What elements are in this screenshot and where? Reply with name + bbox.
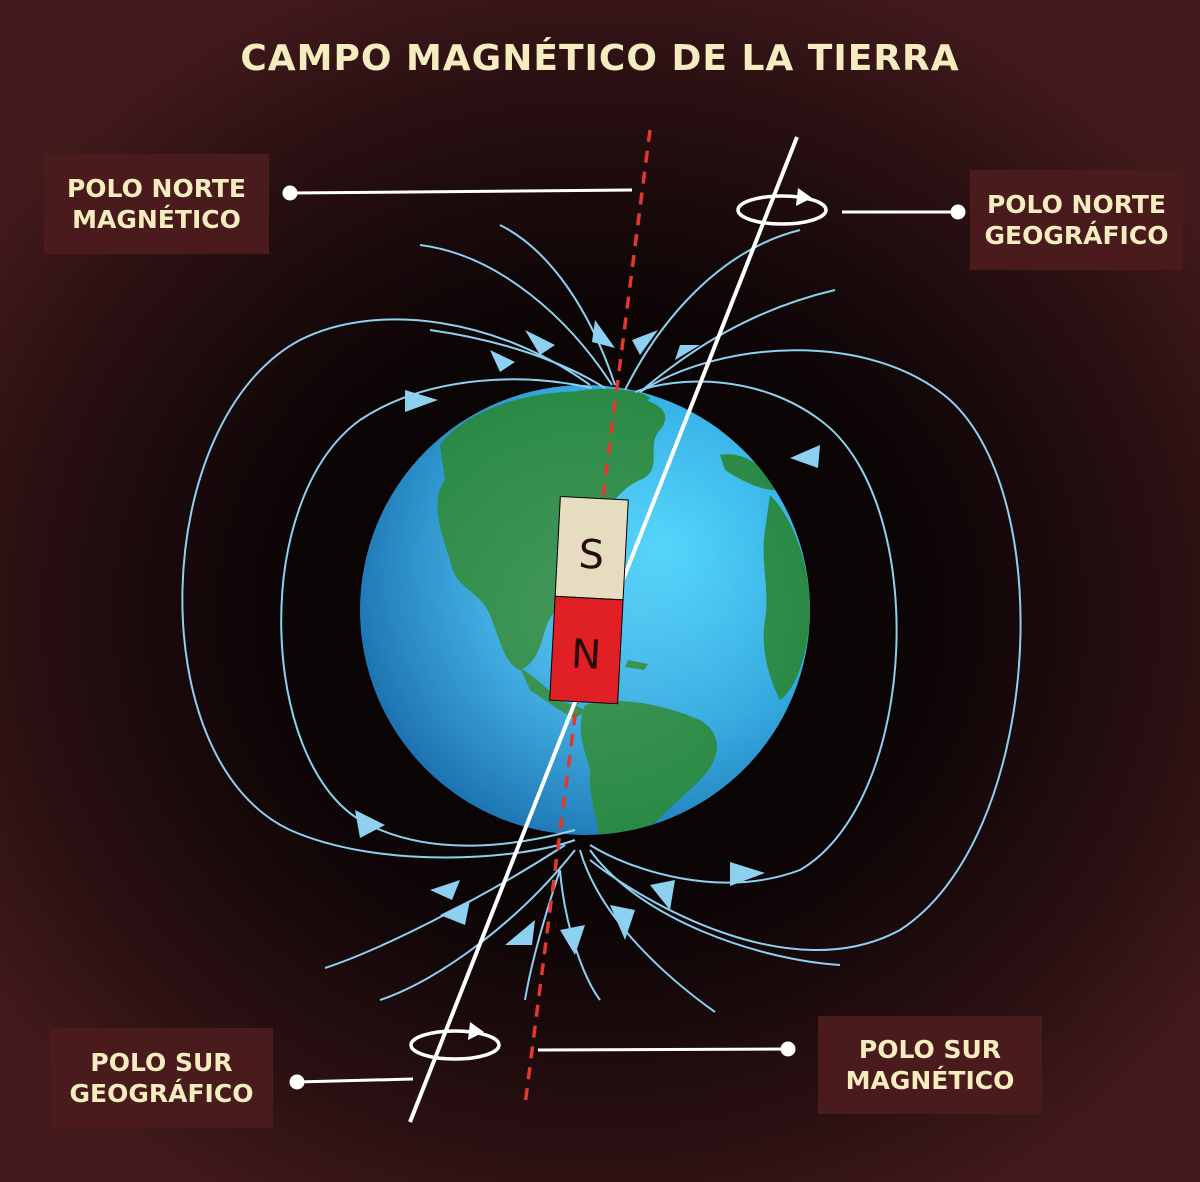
connector-south-magnetic xyxy=(537,1047,789,1052)
field-arrow xyxy=(505,920,535,945)
label-south-magnetic: POLO SUR MAGNÉTICO xyxy=(818,1016,1042,1114)
field-line-outer-right xyxy=(589,349,1022,951)
field-line-mid-right xyxy=(589,380,898,884)
rotation-arrow-north xyxy=(736,188,828,226)
field-line-bot-2 xyxy=(379,849,576,1001)
field-line-bot-3 xyxy=(579,849,716,1013)
label-line: MAGNÉTICO xyxy=(845,1066,1015,1095)
magnet-north-letter: N xyxy=(570,631,602,679)
connector-south-geographic xyxy=(296,1077,414,1084)
label-connectors xyxy=(282,185,966,1090)
bar-magnet: S N xyxy=(549,495,629,705)
field-line-top-1 xyxy=(419,244,613,386)
label-line: POLO SUR xyxy=(858,1035,1002,1064)
label-north-geographic: POLO NORTE GEOGRÁFICO xyxy=(970,170,1183,270)
field-arrows xyxy=(355,320,820,955)
field-arrow xyxy=(405,390,438,412)
field-arrow xyxy=(632,330,658,355)
field-line-top-4 xyxy=(639,289,836,393)
field-line-bot-1 xyxy=(324,844,566,969)
label-north-magnetic: POLO NORTE MAGNÉTICO xyxy=(44,154,269,254)
connector-dot xyxy=(780,1041,796,1057)
connector-north-magnetic xyxy=(289,188,633,195)
field-arrow xyxy=(560,925,585,955)
field-line-outer-left xyxy=(181,318,591,859)
label-line: POLO SUR xyxy=(90,1048,233,1077)
connector-dot xyxy=(289,1074,305,1090)
field-arrow xyxy=(592,320,615,348)
magnet-north-half xyxy=(549,595,624,705)
diagram-title: CAMPO MAGNÉTICO DE LA TIERRA xyxy=(240,38,960,79)
field-lines xyxy=(181,224,1022,1013)
field-line-top-2 xyxy=(499,224,616,386)
connector-dot xyxy=(950,204,966,220)
field-arrow xyxy=(355,810,385,838)
field-arrow xyxy=(730,862,765,886)
field-arrow xyxy=(675,345,700,360)
magnet-south-letter: S xyxy=(577,532,605,579)
field-arrow xyxy=(790,445,820,468)
rotation-arrow-south xyxy=(409,1022,501,1061)
field-arrow xyxy=(610,905,635,940)
label-line: GEOGRÁFICO xyxy=(984,221,1169,250)
field-arrow xyxy=(490,350,515,372)
label-line: GEOGRÁFICO xyxy=(69,1079,254,1108)
connector-dot xyxy=(282,185,298,201)
field-arrow xyxy=(430,880,460,900)
label-line: MAGNÉTICO xyxy=(72,205,241,234)
field-line-top-3 xyxy=(624,229,801,391)
field-arrow xyxy=(525,330,555,355)
label-line: POLO NORTE xyxy=(986,190,1166,219)
field-line-bot-4 xyxy=(589,849,841,966)
field-line-top-5 xyxy=(429,329,606,389)
field-arrow xyxy=(650,880,675,910)
label-line: POLO NORTE xyxy=(66,174,246,203)
field-line-mid-left xyxy=(280,378,593,847)
field-arrow xyxy=(440,900,470,925)
label-south-geographic: POLO SUR GEOGRÁFICO xyxy=(50,1028,273,1128)
